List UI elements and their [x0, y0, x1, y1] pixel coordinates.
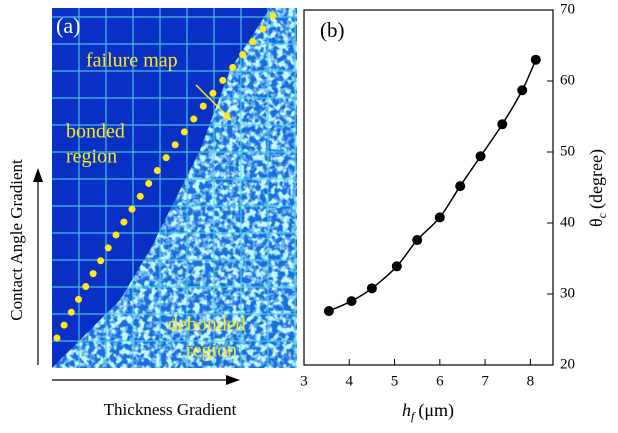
failure-dot — [104, 244, 112, 252]
x-tick-label: 6 — [436, 373, 444, 389]
y-tick-label: 70 — [560, 1, 575, 17]
annotation: failure map — [86, 50, 178, 72]
x-tick-label: 3 — [300, 373, 308, 389]
failure-dot — [136, 192, 144, 200]
failure-dot — [249, 38, 257, 46]
failure-dot — [162, 154, 170, 162]
y-tick-label: 20 — [560, 356, 575, 372]
fit-line — [328, 59, 537, 312]
x-tick-label: 8 — [527, 373, 535, 389]
x-label-unit: (μm) — [418, 400, 454, 421]
failure-dot — [209, 89, 217, 97]
y-label-sub: c — [595, 213, 609, 218]
failure-dot — [89, 270, 97, 278]
failure-dot — [82, 282, 90, 290]
failure-dot — [259, 25, 267, 33]
arrow-head — [33, 168, 43, 182]
y-tick-label: 30 — [560, 285, 575, 301]
y-tick-label: 40 — [560, 214, 575, 230]
y-label-unit: (degree) — [586, 149, 607, 209]
failure-dot — [60, 321, 68, 329]
y-tick-label: 50 — [560, 143, 575, 159]
panel-label: (b) — [320, 18, 345, 42]
failure-dot — [53, 334, 61, 342]
failure-dot — [239, 51, 247, 59]
axis-label: Thickness Gradient — [104, 400, 237, 419]
failure-dot — [97, 257, 105, 265]
data-point — [517, 85, 528, 96]
plot-frame — [303, 9, 554, 366]
failure-dot — [190, 115, 198, 123]
data-point — [497, 119, 508, 130]
x-tick-label: 5 — [391, 373, 399, 389]
panel-a-image — [52, 8, 297, 368]
failure-dot — [75, 295, 83, 303]
x-tick-label: 7 — [481, 373, 489, 389]
failure-dot — [67, 308, 75, 316]
failure-dot — [269, 12, 277, 20]
annotation: debonded — [168, 314, 246, 336]
x-axis-label: hf (μm) — [402, 400, 454, 423]
data-point — [530, 54, 541, 65]
failure-dot — [171, 141, 179, 149]
failure-dot — [153, 167, 161, 175]
data-point — [366, 283, 377, 294]
failure-dot — [112, 231, 120, 239]
data-point — [391, 261, 402, 272]
y-label-symbol: θ — [586, 218, 606, 227]
failure-dot — [128, 205, 136, 213]
annotation: region — [66, 146, 117, 168]
arrow-head — [226, 375, 240, 385]
failure-dot — [120, 218, 128, 226]
failure-dot — [219, 76, 227, 84]
y-axis-label: θc (degree) — [586, 149, 609, 227]
data-point — [475, 151, 486, 162]
data-point — [323, 306, 334, 317]
pointer-head — [222, 111, 232, 121]
data-point — [346, 296, 357, 307]
data-point — [434, 212, 445, 223]
x-label-symbol: h — [402, 400, 411, 420]
x-tick-label: 4 — [346, 373, 354, 389]
annotation: region — [186, 340, 237, 362]
annotation: bonded — [66, 121, 125, 143]
pointer — [195, 84, 231, 120]
data-point — [412, 235, 423, 246]
axis-label: Contact Angle Gradient — [7, 159, 26, 321]
data-point — [455, 181, 466, 192]
failure-dot — [180, 128, 188, 136]
failure-dot — [199, 102, 207, 110]
y-tick-label: 60 — [560, 72, 575, 88]
panel-label: (a) — [56, 13, 80, 38]
failure-dot — [145, 179, 153, 187]
x-label-sub: f — [411, 409, 416, 423]
failure-dot — [229, 64, 237, 72]
